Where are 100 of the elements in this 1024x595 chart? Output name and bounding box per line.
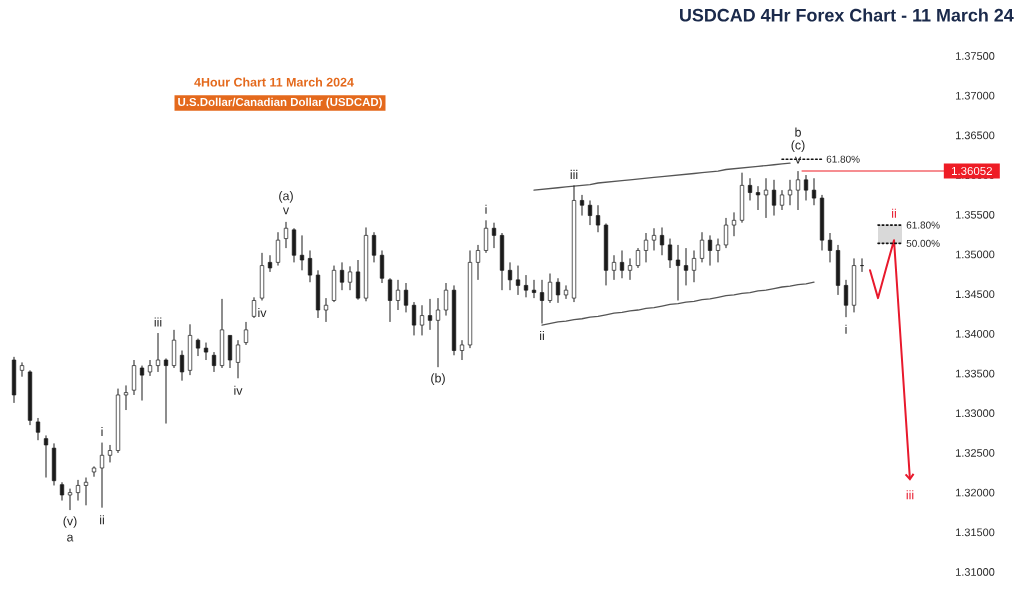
candlestick <box>211 351 217 373</box>
candlestick <box>347 265 353 291</box>
candlestick <box>251 296 257 319</box>
y-tick-label: 1.31000 <box>956 568 995 576</box>
candlestick <box>387 277 393 323</box>
candlestick <box>403 282 409 313</box>
annotation: 61.80% <box>906 221 940 229</box>
candlestick <box>107 444 113 463</box>
y-tick-label: 1.35000 <box>956 250 995 259</box>
candlestick <box>307 249 313 283</box>
candlestick <box>419 304 425 336</box>
candlestick <box>163 357 169 425</box>
candlestick <box>435 297 441 368</box>
y-tick-label: 1.31500 <box>956 528 995 537</box>
candlestick <box>475 244 481 281</box>
annotation: (c) <box>791 140 805 152</box>
candlestick <box>195 338 201 357</box>
candlestick <box>43 434 49 479</box>
annotation: U.S.Dollar/Canadian Dollar (USDCAD) <box>178 97 382 109</box>
candlestick <box>267 254 273 273</box>
candlestick <box>59 481 65 502</box>
candlestick <box>83 477 89 506</box>
candlestick <box>779 189 785 211</box>
candlestick <box>91 465 97 478</box>
candlestick <box>771 179 777 217</box>
candlestick <box>811 177 817 206</box>
chart-title: USDCAD 4Hr Forex Chart - 11 March 24 <box>680 8 1014 22</box>
candlestick <box>651 227 657 251</box>
candlestick <box>395 279 401 311</box>
candlestick <box>443 282 449 317</box>
y-tick-label: 1.36500 <box>956 131 995 140</box>
annotation: i <box>485 204 487 214</box>
candlestick <box>379 249 385 284</box>
candlestick <box>155 332 161 373</box>
candlestick <box>659 226 665 256</box>
candlestick <box>827 232 833 263</box>
annotation: ii <box>100 515 104 525</box>
candlestick <box>707 234 713 267</box>
candlestick <box>123 384 129 411</box>
candlestick <box>179 350 185 382</box>
candlestick <box>411 301 417 336</box>
candlestick <box>507 261 513 291</box>
annotation: iv <box>258 307 267 317</box>
candlestick <box>563 284 569 300</box>
annotation: (v) <box>63 516 77 528</box>
y-tick-label: 1.33500 <box>956 369 995 378</box>
candlestick <box>283 221 289 249</box>
candlestick <box>699 231 705 263</box>
candlestick <box>235 339 241 379</box>
candlestick <box>667 238 673 269</box>
annotation: (b) <box>431 373 445 385</box>
candlestick <box>523 274 529 298</box>
candlestick <box>323 297 329 323</box>
annotation: a <box>67 534 74 542</box>
candlestick <box>275 231 281 267</box>
candlestick <box>619 249 625 279</box>
candlestick <box>683 247 689 286</box>
annotation: iii <box>570 169 578 179</box>
y-tick-label: 1.34000 <box>956 329 995 338</box>
annotation: iv <box>234 385 243 395</box>
candlestick <box>99 442 105 509</box>
candlestick <box>595 204 601 233</box>
candlestick <box>555 277 561 304</box>
candlestick <box>755 185 761 211</box>
candlestick <box>675 244 681 301</box>
candlestick <box>459 339 465 361</box>
y-tick-label: 1.33000 <box>956 409 995 418</box>
annotation: (a) <box>279 191 293 203</box>
y-tick-label: 1.35500 <box>956 210 995 219</box>
candlestick <box>579 194 585 217</box>
candlestick <box>483 219 489 254</box>
candlestick <box>787 179 793 206</box>
candlestick <box>339 261 345 291</box>
candlestick <box>299 234 305 271</box>
y-tick-label: 1.32500 <box>956 449 995 457</box>
annotation: iii <box>906 490 914 500</box>
y-tick-label: 1.34500 <box>956 290 995 299</box>
candlestick <box>643 232 649 263</box>
text: 4Hour Chart 11 March 2024 <box>194 77 354 87</box>
candlestick <box>531 279 537 299</box>
candlestick <box>203 342 209 361</box>
candlestick <box>67 488 73 511</box>
y-tick-label: 1.37500 <box>956 52 995 60</box>
annotation: b <box>795 127 801 137</box>
ref-line-label: 1.36052 <box>951 166 992 175</box>
annotation: iii <box>154 317 162 327</box>
candlestick <box>731 211 737 237</box>
candlestick <box>19 361 25 378</box>
candlestick <box>35 417 41 441</box>
annotation: i <box>845 324 847 334</box>
candlestick <box>539 279 545 325</box>
candlestick <box>587 199 593 226</box>
annotation: ii <box>892 208 896 218</box>
candlestick <box>635 247 641 269</box>
candlestick <box>491 222 497 249</box>
candlestick <box>371 231 377 263</box>
candlestick <box>139 365 145 402</box>
annotation: v <box>282 207 290 215</box>
y-tick-label: 1.37000 <box>956 91 995 100</box>
candlestick <box>803 174 809 201</box>
